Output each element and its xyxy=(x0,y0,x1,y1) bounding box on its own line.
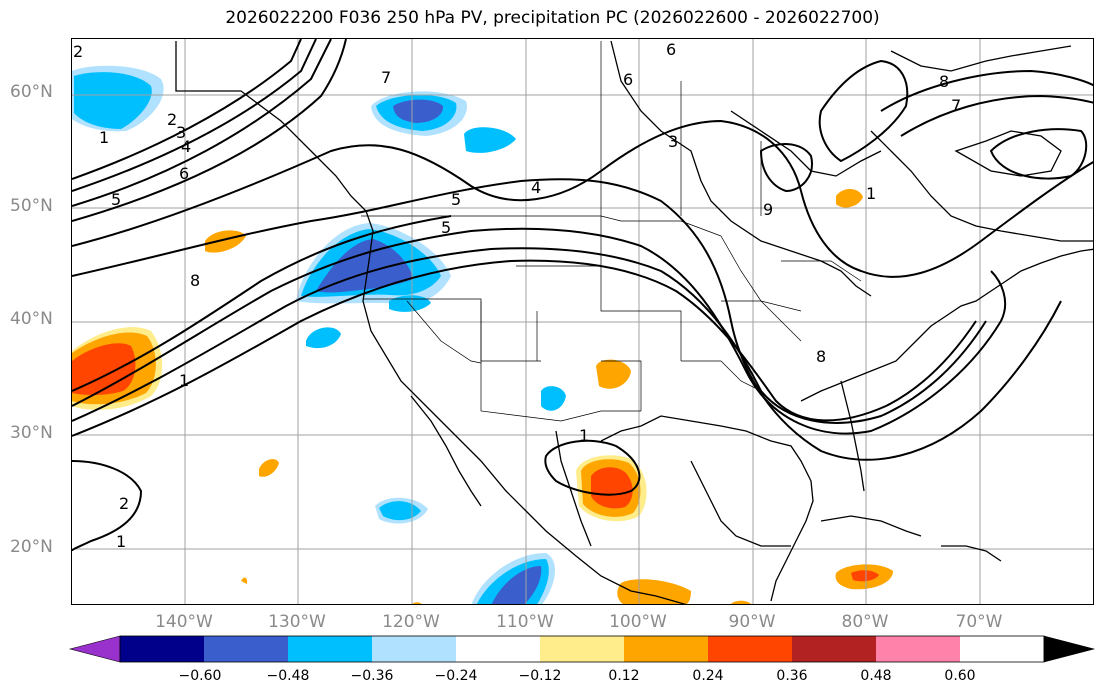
contour-label: 4 xyxy=(181,137,191,156)
contour-label: 1 xyxy=(99,128,109,147)
lat-label-40n: 40°N xyxy=(10,309,53,329)
colorbar-extend-low xyxy=(68,635,121,663)
colorbar-tick-label: −0.36 xyxy=(350,668,394,684)
contour-label: 1 xyxy=(866,184,876,203)
colorbar-segment xyxy=(876,636,960,662)
contour-label: 3 xyxy=(668,132,678,151)
colorbar-tick-label: 0.24 xyxy=(692,668,724,684)
contour-label: 3 xyxy=(176,123,186,142)
colorbar-tick-label: 0.36 xyxy=(776,668,808,684)
map-panel[interactable]: 2 1 2 3 4 5 6 7 1 8 1 2 1 6 6 3 5 4 5 8 … xyxy=(71,38,1094,605)
political-borders xyxy=(361,41,862,422)
pv-contours xyxy=(72,39,1093,552)
lon-label-110w: 110°W xyxy=(496,612,554,632)
contour-label: 8 xyxy=(939,72,949,91)
colorbar-segment xyxy=(288,636,372,662)
colorbar-segment xyxy=(456,636,540,662)
lat-label-50n: 50°N xyxy=(10,196,53,216)
colorbar xyxy=(68,635,1096,663)
colorbar-segment xyxy=(708,636,792,662)
contour-label: 1 xyxy=(116,532,126,551)
contour-label: 5 xyxy=(451,190,461,209)
contour-label: 4 xyxy=(531,178,541,197)
colorbar-tick-label: −0.60 xyxy=(178,668,222,684)
lon-label-140w: 140°W xyxy=(155,612,213,632)
contour-label: 7 xyxy=(951,96,961,115)
graticule xyxy=(72,39,1093,604)
colorbar-frame xyxy=(119,635,1045,663)
colorbar-tick-label: 0.12 xyxy=(608,668,640,684)
colorbar-tick-label: −0.12 xyxy=(518,668,562,684)
contour-label: 6 xyxy=(666,40,676,59)
lat-label-20n: 20°N xyxy=(10,537,53,557)
lat-label-60n: 60°N xyxy=(10,82,53,102)
lon-label-90w: 90°W xyxy=(728,612,776,632)
colorbar-segment xyxy=(624,636,708,662)
map-canvas: 2 1 2 3 4 5 6 7 1 8 1 2 1 6 6 3 5 4 5 8 … xyxy=(72,39,1093,604)
coastlines xyxy=(175,40,1093,604)
contour-label: 6 xyxy=(179,164,189,183)
lon-label-100w: 100°W xyxy=(609,612,667,632)
map-title: 2026022200 F036 250 hPa PV, precipitatio… xyxy=(225,8,880,28)
lon-label-70w: 70°W xyxy=(955,612,1003,632)
contour-label: 5 xyxy=(111,190,121,209)
contour-label: 8 xyxy=(190,271,200,290)
lat-label-30n: 30°N xyxy=(10,423,53,443)
colorbar-segment xyxy=(792,636,876,662)
contour-label: 6 xyxy=(623,70,633,89)
contour-label: 2 xyxy=(119,494,129,513)
colorbar-segment xyxy=(204,636,288,662)
colorbar-tick-label: 0.60 xyxy=(944,668,976,684)
contour-label: 5 xyxy=(441,218,451,237)
contour-label: 2 xyxy=(73,42,83,61)
colorbar-tick-label: −0.48 xyxy=(266,668,310,684)
contour-labels: 2 1 2 3 4 5 6 7 1 8 1 2 1 6 6 3 5 4 5 8 … xyxy=(73,40,961,551)
contour-label: 1 xyxy=(579,426,589,445)
colorbar-tick-label: 0.48 xyxy=(860,668,892,684)
contour-label: 2 xyxy=(167,110,177,129)
contour-label: 1 xyxy=(179,371,189,390)
lon-label-130w: 130°W xyxy=(268,612,326,632)
contour-label: 9 xyxy=(763,200,773,219)
contour-label: 7 xyxy=(381,68,391,87)
colorbar-tick-label: −0.24 xyxy=(434,668,478,684)
lon-label-120w: 120°W xyxy=(382,612,440,632)
contour-label: 8 xyxy=(816,347,826,366)
colorbar-segment xyxy=(540,636,624,662)
colorbar-extend-high xyxy=(1043,635,1096,663)
colorbar-segment xyxy=(372,636,456,662)
lon-label-80w: 80°W xyxy=(841,612,889,632)
colorbar-segment xyxy=(120,636,204,662)
